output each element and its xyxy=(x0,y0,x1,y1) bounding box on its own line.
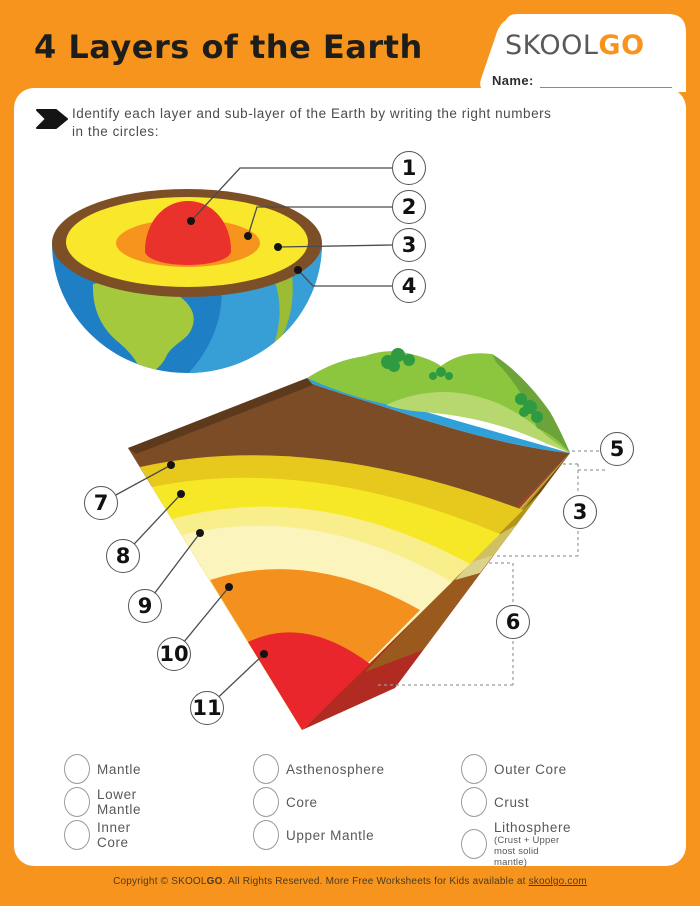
answer-circle-crust[interactable] xyxy=(461,787,487,817)
answer-circle-mantle[interactable] xyxy=(64,754,90,784)
callout-circle-3b: 3 xyxy=(563,495,597,529)
option-lithosphere: Lithosphere (Crust + Upper most solid ma… xyxy=(461,820,571,868)
option-label: Inner Core xyxy=(97,820,131,850)
option-label: Lithosphere xyxy=(494,820,572,835)
option-asthenosphere: Asthenosphere xyxy=(253,754,385,784)
name-field[interactable] xyxy=(539,72,672,88)
options-column-3: Outer Core Crust Lithosphere (Crust + Up… xyxy=(461,754,571,868)
answer-circle-asthenosphere[interactable] xyxy=(253,754,279,784)
name-label: Name: xyxy=(492,73,534,88)
options-column-1: Mantle Lower Mantle Inner Core xyxy=(64,754,141,850)
option-core: Core xyxy=(253,787,385,817)
footer-text: . All Rights Reserved. More Free Workshe… xyxy=(222,876,529,887)
instruction-line1: Identify each layer and sub-layer of the… xyxy=(72,106,552,121)
callout-circle-2: 2 xyxy=(392,190,426,224)
option-mantle: Mantle xyxy=(64,754,141,784)
answer-circle-lower-mantle[interactable] xyxy=(64,787,90,817)
options-column-2: Asthenosphere Core Upper Mantle xyxy=(253,754,385,850)
instruction-line2: in the circles: xyxy=(72,124,160,139)
answer-circle-upper-mantle[interactable] xyxy=(253,820,279,850)
callout-circle-8: 8 xyxy=(106,539,140,573)
option-outer-core: Outer Core xyxy=(461,754,571,784)
option-label: Asthenosphere xyxy=(286,761,385,777)
option-lower-mantle: Lower Mantle xyxy=(64,787,141,817)
answer-circle-core[interactable] xyxy=(253,787,279,817)
arrow-icon xyxy=(36,109,68,129)
callout-circle-7: 7 xyxy=(84,486,118,520)
worksheet-card xyxy=(14,88,686,866)
callout-circle-6: 6 xyxy=(496,605,530,639)
callout-circle-10: 10 xyxy=(157,637,191,671)
option-label: Outer Core xyxy=(494,761,567,777)
callout-circle-5: 5 xyxy=(600,432,634,466)
logo-text-go: GO xyxy=(598,30,645,61)
option-label: Lower Mantle xyxy=(97,787,142,817)
option-label: Mantle xyxy=(97,761,142,777)
callout-circle-1: 1 xyxy=(392,151,426,185)
callout-circle-3: 3 xyxy=(392,228,426,262)
option-crust: Crust xyxy=(461,787,571,817)
footer-copyright: Copyright © SKOOLGO. All Rights Reserved… xyxy=(0,876,700,887)
answer-circle-inner-core[interactable] xyxy=(64,820,90,850)
answer-circle-lithosphere[interactable] xyxy=(461,829,487,859)
skoolgo-logo: SKOOLGO xyxy=(505,30,645,61)
footer-link[interactable]: skoolgo.com xyxy=(528,876,587,887)
name-row: Name: xyxy=(492,72,672,88)
instruction-text: Identify each layer and sub-layer of the… xyxy=(72,105,551,141)
option-label: Upper Mantle xyxy=(286,827,375,843)
page-title: 4 Layers of the Earth xyxy=(34,28,423,66)
option-subnote: (Crust + Upper most solid mantle) xyxy=(494,835,560,868)
option-inner-core: Inner Core xyxy=(64,820,141,850)
answer-circle-outer-core[interactable] xyxy=(461,754,487,784)
option-label: Crust xyxy=(494,794,530,810)
footer-text: Copyright © SKOOL xyxy=(113,876,207,887)
option-upper-mantle: Upper Mantle xyxy=(253,820,385,850)
logo-text-skool: SKOOL xyxy=(505,30,599,61)
callout-circle-9: 9 xyxy=(128,589,162,623)
footer-text-bold: GO xyxy=(206,876,223,887)
option-label: Core xyxy=(286,794,318,810)
callout-circle-4: 4 xyxy=(392,269,426,303)
callout-circle-11: 11 xyxy=(190,691,224,725)
